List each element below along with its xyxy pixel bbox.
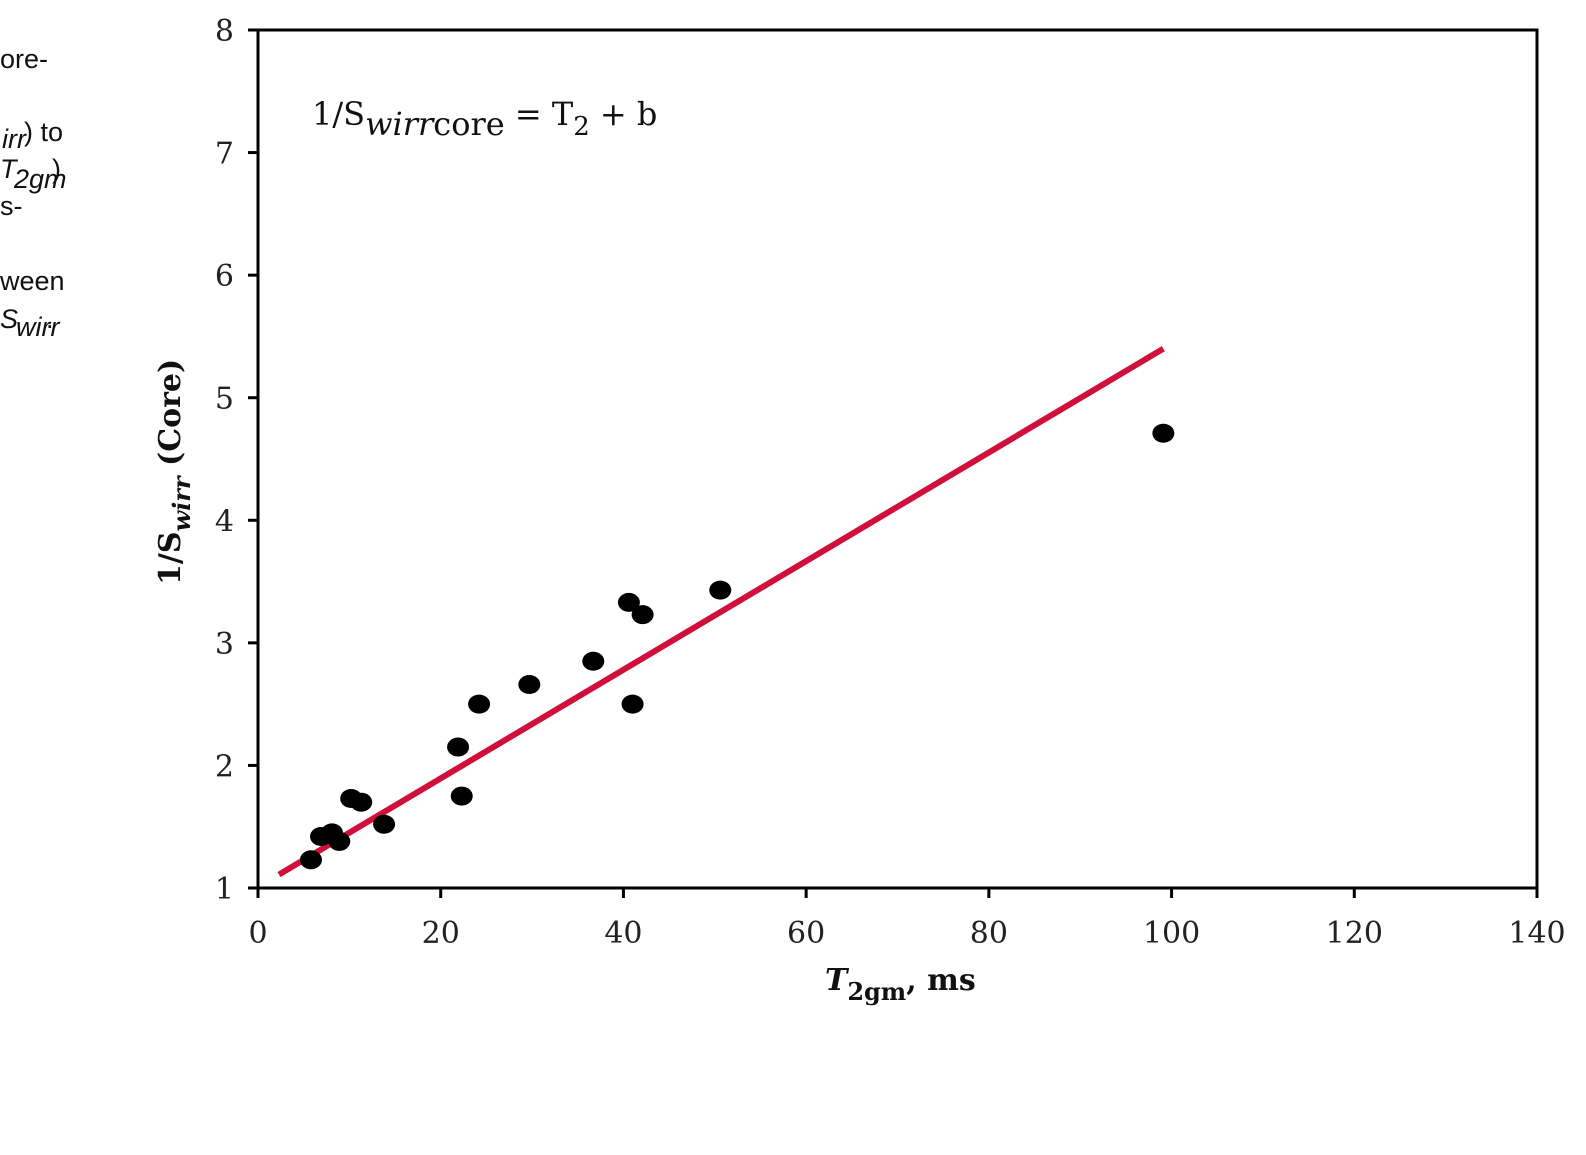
data-point	[709, 580, 732, 600]
x-tick-label: 120	[1326, 916, 1383, 951]
equation-part: wirr	[365, 105, 435, 143]
caption-fragment: 2gm	[13, 164, 67, 194]
data-point	[373, 814, 396, 834]
x-tick-label: 40	[604, 916, 642, 951]
plot-frame	[256, 28, 1539, 890]
caption-fragment: ween	[0, 266, 65, 296]
x-tick-label: 20	[422, 916, 460, 951]
y-axis-title: 1/Swirr (Core)	[153, 359, 196, 585]
equation-part: 1/S	[312, 95, 365, 133]
data-point	[518, 675, 541, 695]
x-tick-label: 80	[970, 916, 1008, 951]
caption-fragment: ) to	[24, 117, 63, 147]
y-axis-title-part: 1/S	[153, 532, 188, 586]
caption-fragment: irr	[2, 124, 27, 154]
data-point	[350, 792, 373, 812]
data-point	[328, 831, 351, 851]
y-tick-label: 7	[215, 137, 234, 172]
equation-part: + b	[590, 95, 658, 133]
x-tick-label: 100	[1143, 916, 1200, 951]
equation-part: = T	[505, 95, 574, 133]
data-point	[450, 786, 473, 806]
caption-fragment: S	[0, 304, 18, 334]
y-tick-label: 4	[215, 504, 234, 539]
equation-part: core	[433, 105, 504, 143]
data-point	[621, 694, 644, 714]
y-tick-label: 5	[215, 382, 234, 417]
x-axis-title-part: 2gm	[847, 977, 906, 1006]
caption-fragment: s-	[0, 191, 23, 221]
caption-fragment: ore-	[0, 44, 48, 74]
y-tick-label: 1	[215, 872, 234, 907]
x-axis-title: T2gm, ms	[825, 963, 976, 1006]
caption-fragment: T	[0, 154, 19, 184]
y-tick-label: 3	[215, 627, 234, 662]
y-tick-label: 2	[215, 749, 234, 784]
x-axis-title-part: T	[825, 963, 850, 998]
caption-fragment: .	[46, 304, 54, 334]
data-point	[447, 737, 470, 757]
x-axis-title-part: , ms	[906, 963, 976, 998]
y-tick-label: 6	[215, 259, 234, 294]
data-point	[631, 605, 654, 625]
caption-fragment: wirr	[16, 312, 60, 342]
equation: 1/Swirrcore = T2 + b	[312, 95, 657, 143]
fit-line	[277, 346, 1165, 878]
y-axis-title-part: (Core)	[153, 359, 188, 477]
y-axis-title-part: wirr	[167, 474, 196, 531]
x-tick-label: 140	[1508, 916, 1565, 951]
data-point	[617, 592, 640, 612]
x-tick-label: 60	[787, 916, 825, 951]
x-tick-label: 0	[248, 916, 267, 951]
data-point	[299, 850, 322, 870]
equation-part: 2	[573, 112, 590, 142]
y-tick-label: 8	[215, 14, 234, 49]
data-point	[582, 651, 605, 671]
data-point	[1152, 423, 1175, 443]
caption-fragment: )	[52, 154, 61, 184]
data-point	[468, 694, 491, 714]
